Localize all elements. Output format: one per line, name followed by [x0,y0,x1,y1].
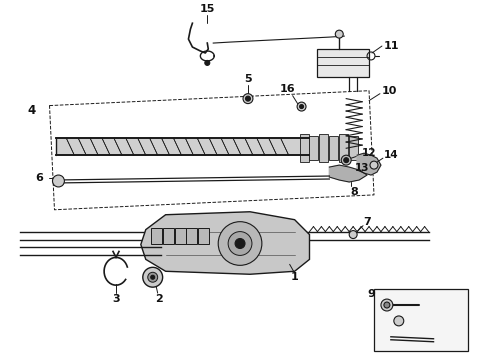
Circle shape [151,275,155,279]
Text: 10: 10 [381,86,396,96]
Circle shape [384,302,390,308]
Bar [329,136,338,160]
Circle shape [341,155,351,165]
Text: 5: 5 [244,74,252,84]
Text: 12: 12 [362,148,376,158]
Circle shape [343,158,349,163]
Bar [318,49,369,77]
Circle shape [148,272,158,282]
Polygon shape [329,165,367,182]
Bar [151,228,162,243]
Circle shape [205,60,210,66]
Text: 1: 1 [291,272,298,282]
Bar [56,138,310,155]
Text: 4: 4 [27,104,36,117]
Bar [319,134,328,162]
Text: 3: 3 [112,294,120,304]
Text: 14: 14 [384,150,398,160]
Circle shape [52,175,64,187]
Text: 9: 9 [367,289,375,299]
Circle shape [243,94,253,104]
Bar [163,228,173,243]
Circle shape [335,30,343,38]
Circle shape [394,316,404,326]
Bar [187,228,197,243]
Text: 15: 15 [199,4,215,14]
Polygon shape [357,153,381,175]
Bar [299,134,309,162]
Bar [374,289,468,351]
Bar [198,228,209,243]
Text: 2: 2 [155,294,163,304]
Circle shape [235,239,245,248]
Circle shape [349,231,357,239]
Circle shape [143,267,163,287]
Text: 13: 13 [355,163,369,173]
Bar [339,134,348,162]
Text: 7: 7 [363,217,371,227]
Polygon shape [141,212,310,274]
Circle shape [297,102,306,111]
Bar [310,136,318,160]
Bar [174,228,186,243]
Text: 16: 16 [280,84,295,94]
Text: 6: 6 [36,173,44,183]
Circle shape [370,161,378,169]
Circle shape [245,96,250,101]
Circle shape [218,222,262,265]
Circle shape [228,231,252,255]
Text: 8: 8 [350,187,358,197]
Circle shape [381,299,393,311]
Text: 11: 11 [384,41,400,51]
Bar [349,136,358,160]
Circle shape [299,105,303,109]
